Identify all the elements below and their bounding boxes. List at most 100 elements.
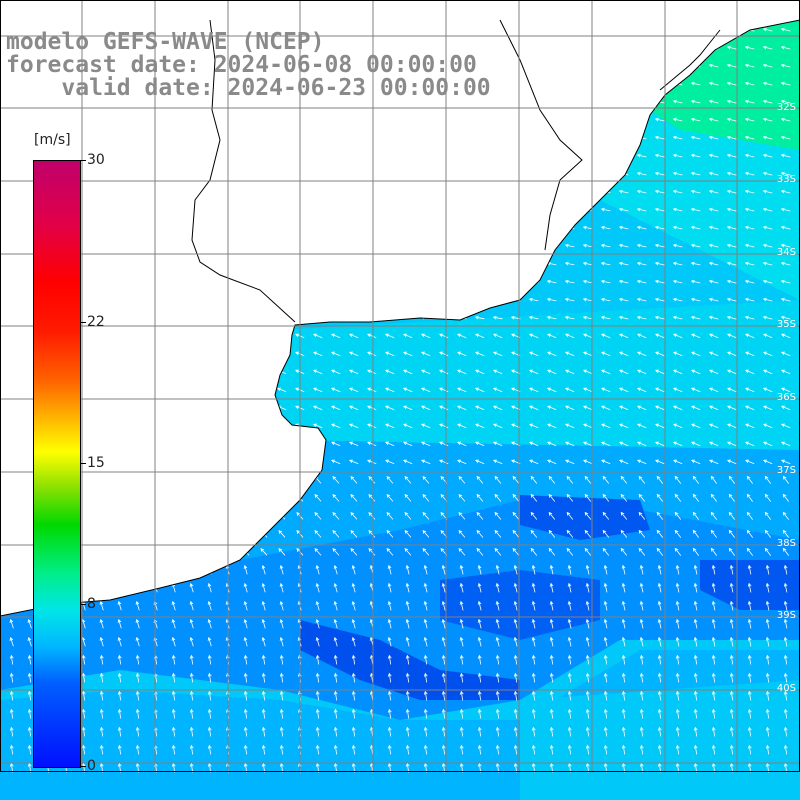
wind-arrow [729, 582, 734, 593]
wind-arrow [189, 636, 194, 647]
wind-arrow [567, 708, 572, 719]
wind-arrow [690, 297, 701, 302]
wind-arrow [513, 690, 518, 701]
wind-arrow [584, 511, 592, 520]
wind-arrow [423, 582, 428, 593]
wind-arrow [243, 690, 248, 701]
wind-arrow [477, 654, 482, 665]
wind-arrow [585, 582, 590, 593]
wind-arrow [351, 654, 356, 665]
wind-arrow [276, 135, 287, 140]
wind-arrow [27, 690, 32, 701]
wind-arrow [495, 582, 500, 593]
wind-arrow [600, 171, 611, 176]
wind-arrow [169, 459, 179, 465]
wind-arrow [405, 672, 410, 683]
wind-arrow [9, 690, 14, 701]
wind-arrow [313, 441, 323, 447]
wind-arrow [187, 441, 197, 447]
latitude-label: 37S [776, 465, 796, 476]
wind-arrow [493, 423, 503, 429]
wind-arrow [207, 726, 212, 737]
colorbar-tick [80, 463, 86, 464]
wind-arrow [474, 171, 485, 176]
wind-arrow [331, 387, 341, 393]
wind-arrow [7, 459, 17, 465]
wind-arrow [404, 493, 412, 502]
wind-arrow [654, 171, 665, 176]
wind-arrow [24, 154, 35, 158]
wind-arrow [168, 171, 179, 176]
wind-arrow [513, 636, 518, 647]
wind-arrow [187, 405, 197, 411]
wind-arrow [132, 297, 143, 302]
wind-arrow [422, 493, 430, 502]
wind-arrow [132, 207, 143, 212]
wind-arrow [276, 207, 287, 212]
wind-arrow [727, 459, 737, 465]
wind-arrow [619, 369, 629, 375]
wind-arrow [97, 405, 107, 411]
wind-arrow [133, 333, 143, 339]
wind-arrow [709, 369, 719, 375]
wind-arrow [384, 261, 395, 266]
wind-arrow [783, 672, 788, 683]
wind-arrow [690, 99, 701, 104]
wind-arrow [711, 582, 716, 593]
wind-arrow [349, 441, 359, 447]
wind-arrow [546, 63, 557, 68]
colorbar-label: 22 [87, 313, 105, 330]
wind-arrow [675, 726, 680, 737]
wind-arrow [261, 636, 266, 647]
wind-arrow [135, 654, 140, 665]
wind-arrow [331, 423, 341, 429]
wind-arrow [27, 582, 32, 593]
wind-arrow [206, 530, 214, 538]
wind-arrow [456, 225, 467, 230]
wind-arrow [423, 564, 428, 575]
wind-arrow [348, 315, 359, 320]
wind-arrow [9, 600, 14, 611]
wind-arrow [117, 582, 122, 593]
wind-arrow [691, 441, 701, 447]
wind-arrow [423, 744, 428, 755]
wind-arrow [513, 564, 518, 575]
wind-arrow [116, 476, 124, 484]
wind-arrow [747, 762, 752, 773]
wind-arrow [548, 529, 556, 538]
wind-arrow [762, 297, 773, 302]
wind-arrow [9, 726, 14, 737]
wind-arrow [98, 530, 106, 538]
wind-arrow [783, 600, 788, 611]
wind-arrow [385, 369, 395, 375]
wind-arrow [582, 243, 593, 248]
wind-arrow [168, 189, 179, 194]
wind-arrow [240, 261, 251, 266]
wind-arrow [493, 441, 503, 447]
wind-arrow [618, 189, 629, 194]
wind-arrow [585, 618, 590, 629]
wind-arrow [474, 279, 485, 284]
wind-arrow [621, 744, 626, 755]
wind-arrow [168, 279, 179, 284]
wind-arrow [693, 564, 698, 575]
wind-arrow [151, 405, 161, 411]
wind-arrow [618, 207, 629, 212]
wind-arrow [187, 459, 197, 465]
wind-arrow [135, 600, 140, 611]
wind-arrow [585, 744, 590, 755]
wind-arrow [79, 387, 89, 393]
wind-arrow [636, 189, 647, 194]
wind-arrow [620, 511, 628, 520]
wind-arrow [27, 618, 32, 629]
wind-arrow [781, 351, 791, 357]
wind-arrow [117, 690, 122, 701]
wind-arrow [637, 351, 647, 357]
wind-arrow [549, 726, 554, 737]
wind-arrow [97, 441, 107, 447]
wind-arrow [783, 564, 788, 575]
wind-arrow [99, 636, 104, 647]
wind-arrow [780, 27, 791, 32]
wind-arrow [315, 762, 320, 773]
